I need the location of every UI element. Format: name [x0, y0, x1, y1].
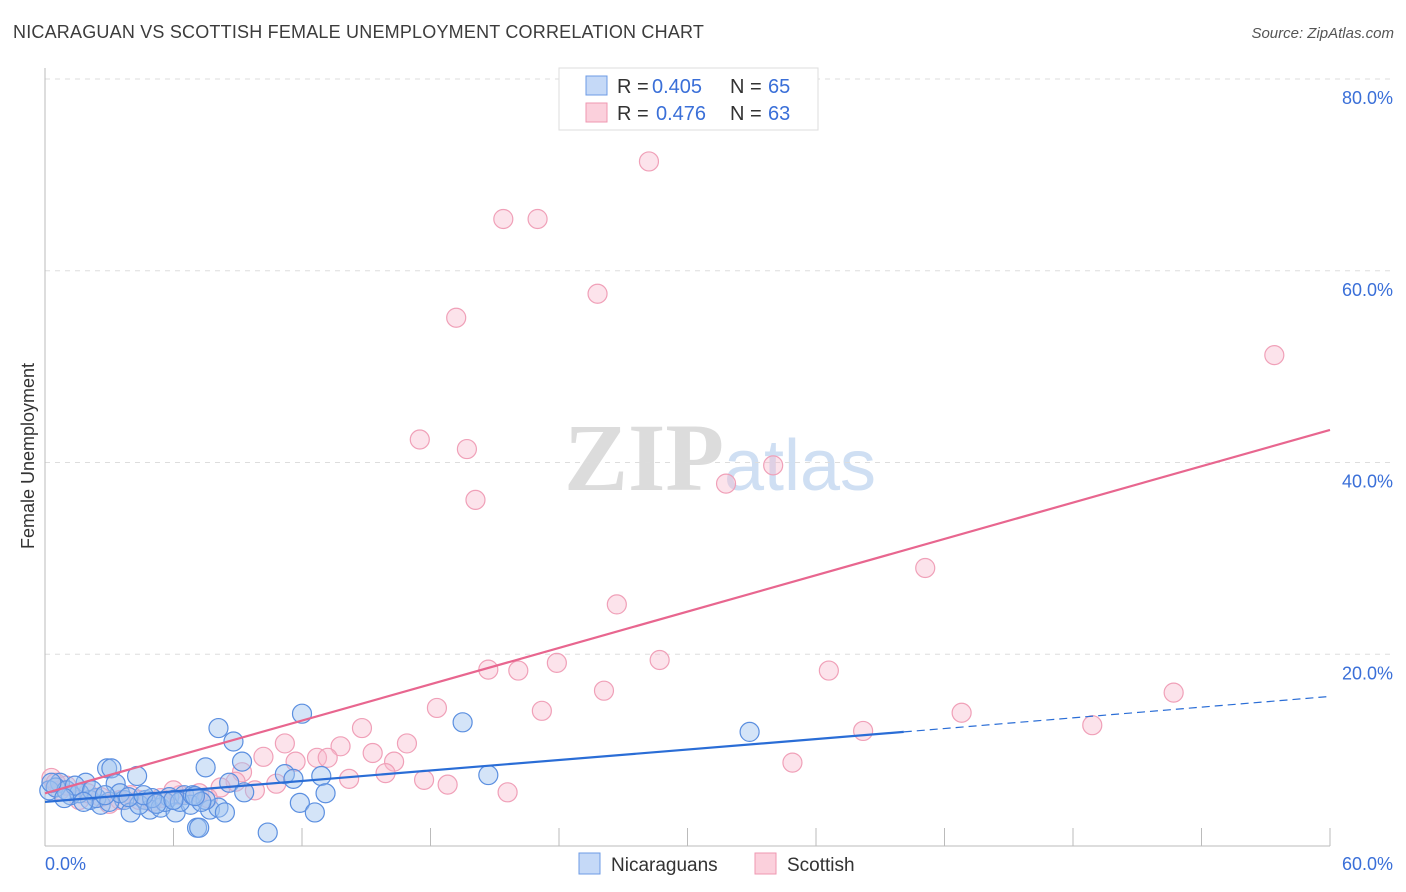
y-tick-label: 80.0%	[1342, 88, 1393, 108]
data-point-nicaraguans	[311, 765, 332, 787]
data-point-nicaraguans	[184, 786, 206, 807]
watermark: ZIPatlas	[564, 404, 876, 511]
data-point-scottish	[531, 700, 552, 721]
trend-line-nicaraguans	[44, 730, 904, 803]
data-point-scottish	[253, 746, 274, 767]
data-point-scottish	[456, 438, 478, 460]
data-point-nicaraguans	[73, 791, 94, 812]
data-point-nicaraguans	[54, 787, 75, 809]
data-point-scottish	[330, 736, 351, 757]
data-point-nicaraguans	[208, 717, 229, 739]
data-point-nicaraguans	[94, 785, 116, 806]
data-point-scottish	[1082, 715, 1103, 736]
y-tick-label: 20.0%	[1342, 663, 1393, 683]
x-tick-label: 0.0%	[45, 854, 86, 874]
data-point-scottish	[951, 702, 972, 723]
legend-swatch-scottish	[585, 102, 608, 123]
data-point-nicaraguans	[452, 712, 473, 733]
data-point-nicaraguans	[195, 757, 216, 778]
data-point-scottish	[527, 208, 548, 230]
legend-r-label: R =	[617, 76, 649, 98]
data-point-nicaraguans	[223, 731, 244, 752]
data-point-scottish	[638, 151, 660, 172]
data-point-scottish	[339, 768, 360, 789]
data-point-scottish	[782, 752, 803, 773]
legend: R = 0.405 N = 65 R = 0.476 N = 63	[558, 67, 819, 131]
data-point-scottish	[587, 283, 608, 304]
data-point-nicaraguans	[234, 782, 255, 803]
data-point-scottish	[437, 774, 458, 795]
legend-n-value: 65	[768, 76, 790, 98]
data-point-scottish	[508, 660, 529, 681]
legend-r-value: 0.476	[656, 103, 706, 125]
data-point-scottish	[1264, 345, 1285, 366]
data-point-nicaraguans	[191, 791, 212, 812]
data-point-scottish	[409, 429, 430, 450]
data-point-scottish	[915, 557, 936, 579]
bottom-legend-swatch-nicaraguans	[578, 852, 601, 875]
data-point-scottish	[465, 489, 486, 510]
data-point-nicaraguans	[304, 802, 325, 823]
bottom-legend-scottish: Scottish	[787, 855, 855, 876]
data-point-nicaraguans	[257, 822, 278, 843]
data-point-nicaraguans	[189, 817, 210, 838]
data-point-nicaraguans	[739, 721, 760, 743]
data-point-scottish	[546, 652, 567, 673]
data-point-scottish	[818, 660, 839, 681]
data-point-scottish	[715, 473, 737, 494]
data-point-scottish	[606, 594, 627, 615]
data-point-scottish	[413, 769, 435, 790]
legend-n-value: 63	[768, 103, 790, 125]
data-point-scottish	[493, 208, 514, 230]
data-point-scottish	[317, 747, 338, 768]
data-point-scottish	[351, 717, 373, 739]
legend-swatch-nicaraguans	[585, 75, 608, 96]
data-point-nicaraguans	[146, 793, 167, 814]
bottom-legend-nicaraguans: Nicaraguans	[611, 855, 718, 876]
bottom-legend: Nicaraguans Scottish	[578, 852, 855, 876]
data-point-nicaraguans	[283, 768, 304, 789]
data-point-scottish	[274, 733, 295, 754]
data-point-scottish	[763, 455, 784, 476]
data-point-scottish	[853, 720, 874, 742]
y-tick-label: 40.0%	[1342, 472, 1393, 492]
legend-r-label: R =	[617, 103, 649, 125]
data-point-scottish	[497, 782, 518, 803]
data-point-nicaraguans	[214, 802, 235, 823]
data-point-nicaraguans	[120, 802, 141, 823]
chart-title: NICARAGUAN VS SCOTTISH FEMALE UNEMPLOYME…	[13, 22, 705, 42]
data-point-nicaraguans	[289, 792, 310, 813]
chart-source: Source: ZipAtlas.com	[1251, 25, 1394, 42]
trend-line-scottish	[44, 428, 1331, 795]
data-point-scottish	[1163, 682, 1184, 703]
data-point-nicaraguans	[199, 799, 221, 820]
legend-n-label: N =	[730, 103, 762, 125]
data-point-scottish	[593, 680, 615, 701]
data-point-scottish	[396, 733, 418, 754]
data-point-nicaraguans	[97, 758, 118, 779]
data-point-scottish	[426, 697, 448, 719]
data-point-scottish	[362, 742, 383, 764]
data-point-nicaraguans	[315, 783, 336, 804]
y-tick-label: 60.0%	[1342, 280, 1393, 300]
y-axis-label: Female Unemployment	[18, 363, 38, 549]
data-point-scottish	[446, 307, 467, 328]
legend-r-value: 0.405	[652, 76, 702, 98]
x-tick-label: 60.0%	[1342, 854, 1393, 874]
data-point-nicaraguans	[118, 787, 139, 808]
data-point-nicaraguans	[163, 789, 184, 811]
trend-line-nicaraguans-extrapolated	[903, 695, 1331, 733]
data-point-scottish	[383, 751, 405, 772]
bottom-legend-swatch-scottish	[754, 852, 777, 875]
data-point-scottish	[649, 649, 670, 671]
data-point-nicaraguans	[231, 751, 253, 772]
data-point-nicaraguans	[478, 764, 499, 786]
legend-n-label: N =	[730, 76, 762, 98]
